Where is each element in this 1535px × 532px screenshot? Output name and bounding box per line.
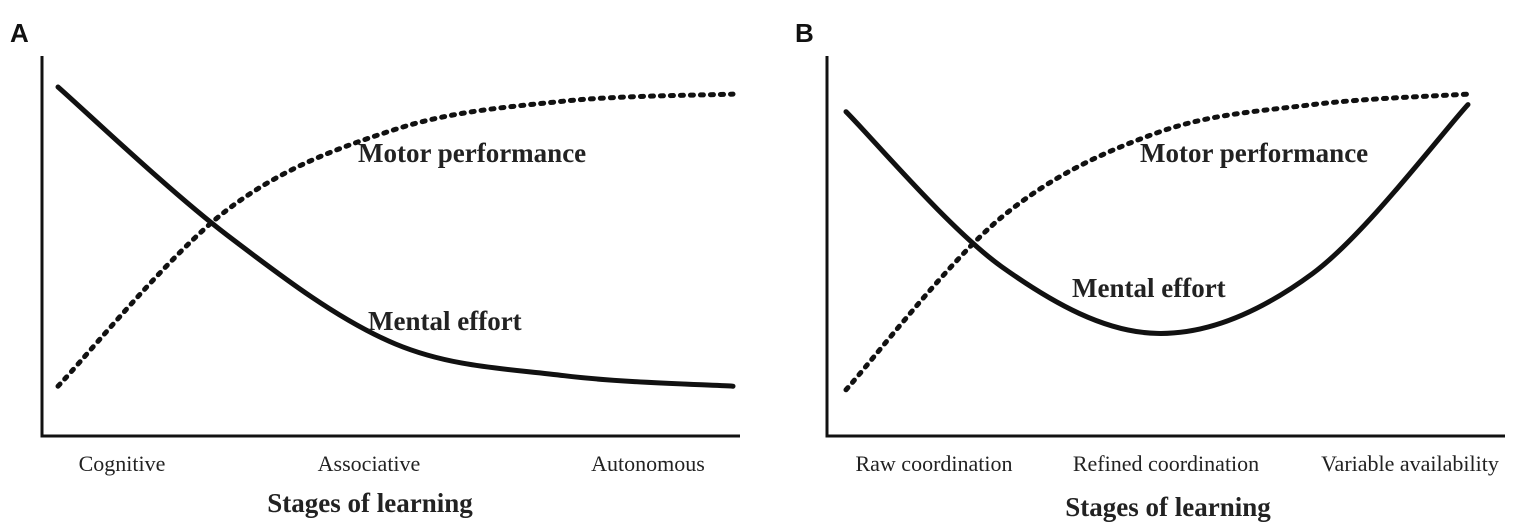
panel-b-tick-raw-coordination: Raw coordination [855, 451, 1012, 476]
panel-a: A Motor performance Mental effort Cognit… [10, 18, 740, 518]
panel-b-x-axis-title: Stages of learning [1065, 492, 1271, 522]
panel-a-motor-performance-line [55, 91, 736, 389]
panel-b-tick-refined-coordination: Refined coordination [1073, 451, 1259, 476]
panel-b: B Motor performance Mental effort Raw co… [795, 18, 1505, 522]
panel-a-tick-associative: Associative [318, 451, 421, 476]
panel-a-letter: A [10, 18, 29, 48]
panel-a-mental-effort-line [55, 84, 736, 389]
panel-b-axes [825, 56, 1505, 438]
panel-a-tick-cognitive: Cognitive [79, 451, 166, 476]
panel-b-mental-effort-line [843, 102, 1471, 336]
panel-a-x-axis-title: Stages of learning [267, 488, 473, 518]
panel-b-tick-variable-availability: Variable availability [1321, 451, 1499, 476]
panel-a-tick-autonomous: Autonomous [591, 451, 705, 476]
panel-b-motor-performance-line [843, 91, 1471, 393]
panel-a-axes [40, 56, 740, 438]
panel-b-letter: B [795, 18, 814, 48]
panel-b-mental-effort-label: Mental effort [1072, 273, 1226, 303]
panel-a-motor-performance-label: Motor performance [358, 138, 586, 168]
panel-a-mental-effort-label: Mental effort [368, 306, 522, 336]
panel-b-motor-performance-label: Motor performance [1140, 138, 1368, 168]
